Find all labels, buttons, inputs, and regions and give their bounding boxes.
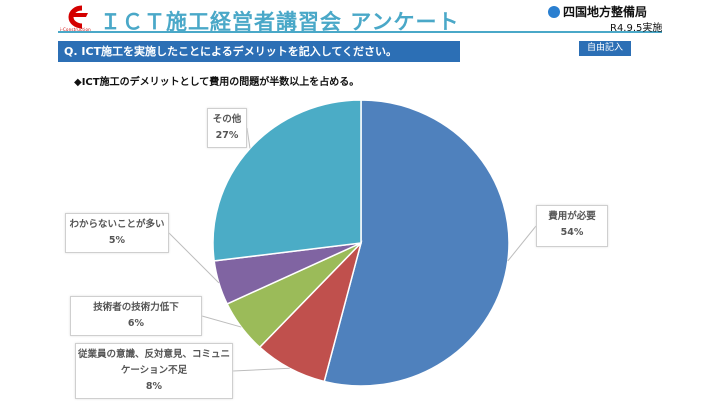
callout-leader-line [232,367,290,372]
slice-percent: 5% [108,235,126,246]
slice-label: その他 [212,114,242,125]
organization-label: 四国地方整備局 [563,5,648,19]
callout-leader-line [507,225,537,262]
slice-callout: 従業員の意識、反対意見、コミュニケーション不足 8% [75,343,233,399]
pie-slice [212,99,362,262]
slice-percent: 27% [215,130,239,141]
slice-percent: 6% [127,318,145,329]
slice-label: わからないことが多い [69,219,165,230]
callout-leader-line [168,232,220,284]
header: i-Construction ＩＣＴ施工経営者講習会 アンケート 四国地方整備局… [0,0,720,38]
question-banner: Q. ICT施工を実施したことによるデメリットを記入してください。 [58,41,460,62]
page-title: ＩＣＴ施工経営者講習会 アンケート [100,10,460,34]
callout-leader-line [201,315,242,328]
slice-percent: 8% [145,381,163,392]
slice-label: 従業員の意識、反対意見、コミュニケーション不足 [78,349,231,376]
slice-label: 費用が必要 [548,211,596,222]
organization-emblem-icon [548,6,560,18]
slice-callout: 費用が必要 54% [536,205,608,247]
organization-name: 四国地方整備局 [548,3,647,20]
free-entry-badge: 自由記入 [579,41,631,56]
slice-callout: その他 27% [207,108,247,148]
summary-text: ◆ICT施工のデメリットとして費用の問題が半数以上を占める。 [74,77,360,88]
survey-date: R4.9.5実施 [610,23,663,34]
slice-callout: わからないことが多い 5% [65,213,169,253]
slice-label: 技術者の技術力低下 [93,302,179,313]
callout-leader-line [246,127,251,149]
i-construction-logo [68,5,88,29]
slice-callout: 技術者の技術力低下 6% [70,296,202,336]
logo-text: i-Construction [60,27,91,32]
header-divider [58,31,662,33]
slice-percent: 54% [560,227,584,238]
